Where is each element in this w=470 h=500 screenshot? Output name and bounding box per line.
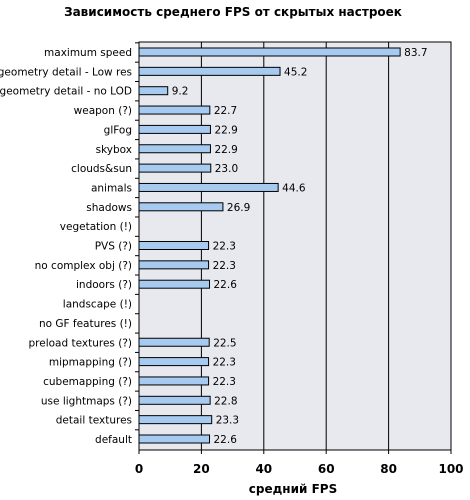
data-label: 22.9: [214, 144, 237, 156]
data-label: 22.3: [213, 260, 236, 272]
data-label: 22.7: [214, 105, 237, 117]
bar: [138, 66, 281, 76]
x-tick-label: 40: [255, 462, 272, 476]
data-label: 22.3: [213, 241, 236, 253]
bar: [138, 415, 213, 425]
category-label: maximum speed: [44, 47, 132, 59]
bar: [138, 337, 210, 347]
data-label: 22.3: [213, 357, 236, 369]
category-label: shadows: [86, 202, 132, 214]
bars: [138, 47, 401, 444]
bar: [138, 144, 211, 154]
data-label: 45.2: [284, 66, 307, 78]
bar: [138, 182, 279, 192]
bar: [138, 86, 169, 96]
bar: [138, 241, 210, 250]
category-label: no complex obj (?): [35, 260, 132, 272]
category-label: no GF features (!): [39, 318, 132, 330]
data-label: 23.3: [216, 415, 239, 427]
category-label: default: [95, 434, 132, 446]
bar: [138, 357, 210, 367]
bar: [138, 434, 211, 444]
category-label: geometry detail - no LOD: [0, 86, 132, 98]
category-label: glFog: [104, 124, 132, 136]
data-label: 22.3: [213, 376, 236, 388]
x-tick-label: 100: [438, 462, 463, 476]
data-label: 22.9: [214, 124, 237, 136]
data-label: 44.6: [282, 182, 306, 194]
x-axis-title: средний FPS: [249, 482, 337, 496]
bar: [138, 163, 212, 173]
data-label: 22.6: [214, 434, 238, 446]
category-label: PVS (?): [95, 241, 132, 253]
data-label: 83.7: [404, 47, 427, 59]
category-label: cubemapping (?): [43, 376, 132, 388]
x-tick-label: 60: [318, 462, 335, 476]
category-label: geometry detail - Low res: [0, 66, 132, 78]
data-label: 26.9: [227, 202, 250, 214]
category-label: use lightmaps (?): [41, 395, 132, 407]
bar: [138, 376, 210, 386]
bar: [138, 47, 401, 57]
category-label: preload textures (?): [29, 337, 133, 349]
bar: [138, 124, 211, 134]
category-label: clouds&sun: [71, 163, 132, 175]
data-label: 22.5: [213, 337, 236, 349]
x-tick-label: 0: [135, 462, 143, 476]
x-tick-labels: 0 20 40 60 80 100: [135, 450, 464, 476]
category-label: vegetation (!): [60, 221, 132, 233]
category-label: mipmapping (?): [49, 357, 132, 369]
bar: [138, 202, 224, 212]
data-labels: 83.7 45.2 9.2 22.7 22.9 22.9 23.0 44.6 26.9 22.3 2…: [172, 47, 428, 446]
bar: [138, 260, 210, 270]
category-label: animals: [91, 182, 132, 194]
category-label: skybox: [96, 144, 132, 156]
bar: [138, 105, 211, 115]
bar: [138, 279, 211, 289]
category-labels: maximum speed geometry detail - Low res ge…: [0, 42, 139, 446]
chart-title: Зависимость среднего FPS от скрытых наст…: [64, 5, 402, 19]
category-label: weapon (?): [74, 105, 132, 117]
category-label: detail textures: [56, 415, 132, 427]
x-tick-label: 80: [380, 462, 397, 476]
data-label: 22.8: [214, 395, 237, 407]
category-label: landscape (!): [63, 299, 132, 311]
data-label: 23.0: [215, 163, 238, 175]
bar: [138, 395, 211, 405]
x-tick-label: 20: [193, 462, 210, 476]
data-label: 9.2: [172, 86, 189, 98]
category-label: indoors (?): [76, 279, 132, 291]
data-label: 22.6: [214, 279, 238, 291]
